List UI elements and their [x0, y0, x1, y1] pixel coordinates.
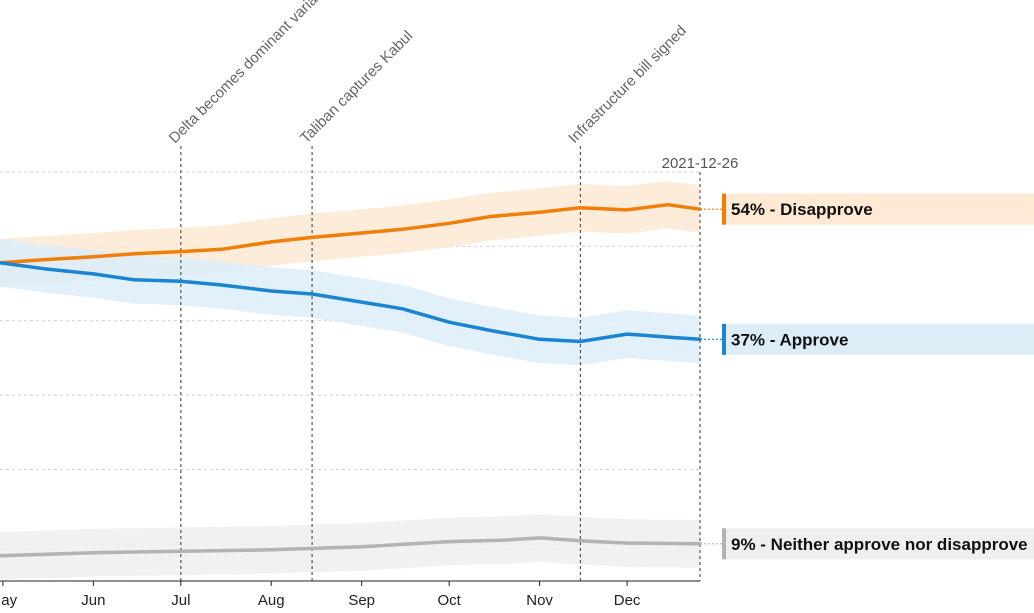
series-lines	[0, 202, 702, 558]
end-label-marker	[722, 528, 726, 560]
x-tick-label: Nov	[526, 592, 553, 609]
end-label-box	[722, 323, 1034, 355]
x-tick-label: Oct	[437, 592, 461, 609]
end-label-text: 9% - Neither approve nor disapprove	[731, 535, 1028, 554]
x-axis: May Jun Jul Aug Sep Oct Nov Dec	[0, 580, 700, 609]
event-label: Taliban captures Kabul	[297, 27, 416, 146]
x-tick-label: May	[0, 592, 18, 609]
x-tick-label: Jun	[81, 592, 105, 609]
confidence-bands	[0, 180, 700, 580]
x-tick-label: Aug	[258, 592, 285, 609]
current-date-label: 2021-12-26	[662, 155, 739, 172]
end-label-marker	[722, 193, 726, 225]
x-tick-label: Jul	[171, 592, 190, 609]
end-label-box	[722, 528, 1034, 560]
x-tick-label: Sep	[348, 592, 375, 609]
series-line	[0, 536, 702, 558]
x-tick-label: Dec	[614, 592, 641, 609]
series-line	[0, 202, 702, 265]
end-label-marker	[722, 323, 726, 355]
end-label-box	[722, 193, 1034, 225]
series-line	[0, 260, 702, 344]
event-label: Infrastructure bill signed	[565, 22, 690, 147]
end-label-text: 37% - Approve	[731, 330, 848, 349]
end-labels: 54% - Disapprove 37% - Approve 9% - Neithe…	[700, 193, 1034, 560]
confidence-band	[0, 238, 700, 366]
end-label-text: 54% - Disapprove	[731, 200, 873, 219]
